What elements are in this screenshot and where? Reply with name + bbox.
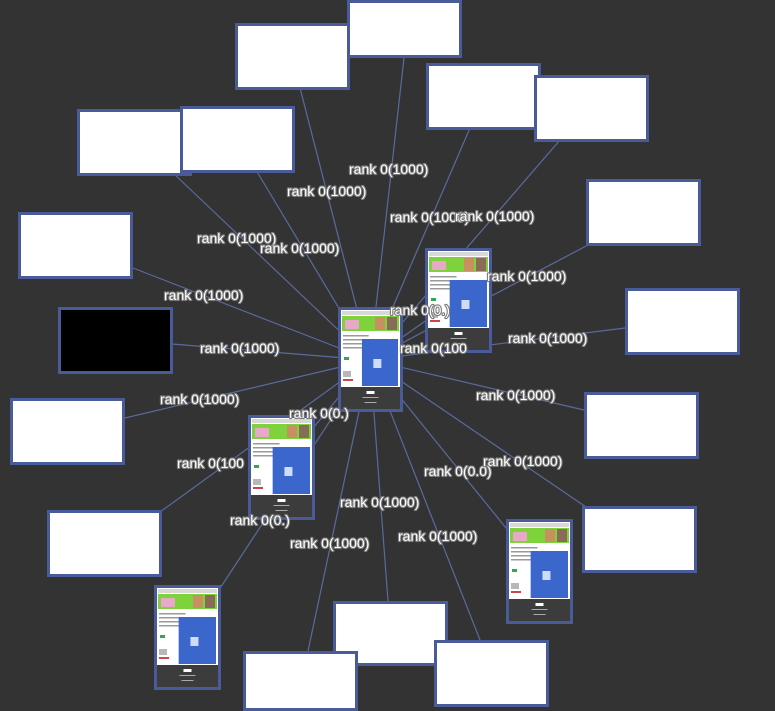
edge-label: rank 0(1000)	[349, 161, 428, 177]
edge-label: rank 0(1000)	[455, 208, 534, 224]
edge-label: rank 0(1000)	[164, 287, 243, 303]
node-bottom-c[interactable]	[434, 640, 549, 707]
node-right-c[interactable]	[584, 392, 699, 459]
edge-line	[369, 327, 626, 361]
thumb-center[interactable]	[338, 307, 403, 412]
edge-label: rank 0(1000)	[287, 183, 366, 199]
nodes	[10, 0, 740, 711]
edge-label: rank 0(1000)	[160, 391, 239, 407]
edge-line	[132, 267, 371, 361]
page-thumbnails	[154, 248, 573, 690]
node-left-d[interactable]	[10, 398, 125, 465]
edge-line	[171, 171, 371, 361]
node-top-right-a[interactable]	[426, 63, 541, 130]
node-left-e[interactable]	[47, 510, 162, 577]
edge-label: rank 0(1000)	[340, 494, 419, 510]
node-top-right-b[interactable]	[534, 75, 649, 142]
edge-label: rank 0(1000)	[483, 453, 562, 469]
edge-label: rank 0(1000)	[398, 528, 477, 544]
edge-label: rank 0(1000)	[390, 209, 469, 225]
edge-label: rank 0(1000)	[260, 240, 339, 256]
node-left-c[interactable]	[18, 212, 133, 279]
thumb-left[interactable]	[248, 415, 315, 520]
edge-label: rank 0(1000)	[197, 230, 276, 246]
node-right-d[interactable]	[582, 506, 697, 573]
node-black[interactable]	[58, 307, 173, 374]
node-top[interactable]	[347, 0, 462, 58]
thumb-bottom-right[interactable]	[506, 519, 573, 624]
node-top-left[interactable]	[235, 23, 350, 90]
node-bottom-b[interactable]	[243, 651, 358, 711]
edge-label: rank 0(1000)	[508, 330, 587, 346]
edge-line	[369, 359, 585, 411]
node-right-a[interactable]	[586, 179, 701, 246]
edge-label: rank 0(100	[400, 340, 467, 356]
edge-label: rank 0(0.)	[230, 512, 290, 528]
edge-label: rank 0(0.)	[390, 302, 450, 318]
node-left-a[interactable]	[77, 109, 192, 176]
edge-label: rank 0(0.0)	[424, 463, 492, 479]
edge-label: rank 0(1000)	[487, 268, 566, 284]
edge-label: rank 0(0.)	[289, 405, 349, 421]
edge-line	[171, 343, 371, 361]
thumb-right[interactable]	[425, 248, 492, 353]
edge-label: rank 0(1000)	[200, 340, 279, 356]
edge-label: rank 0(1000)	[476, 387, 555, 403]
thumb-bottom-left[interactable]	[154, 585, 221, 690]
edge-labels: rank 0(1000)rank 0(1000)rank 0(1000)rank…	[159, 160, 589, 552]
node-right-b[interactable]	[625, 288, 740, 355]
edge-line	[369, 359, 587, 508]
edge-label: rank 0(1000)	[290, 535, 369, 551]
node-left-b[interactable]	[180, 106, 295, 173]
edge-line	[124, 359, 371, 419]
edge-label: rank 0(100	[177, 455, 244, 471]
